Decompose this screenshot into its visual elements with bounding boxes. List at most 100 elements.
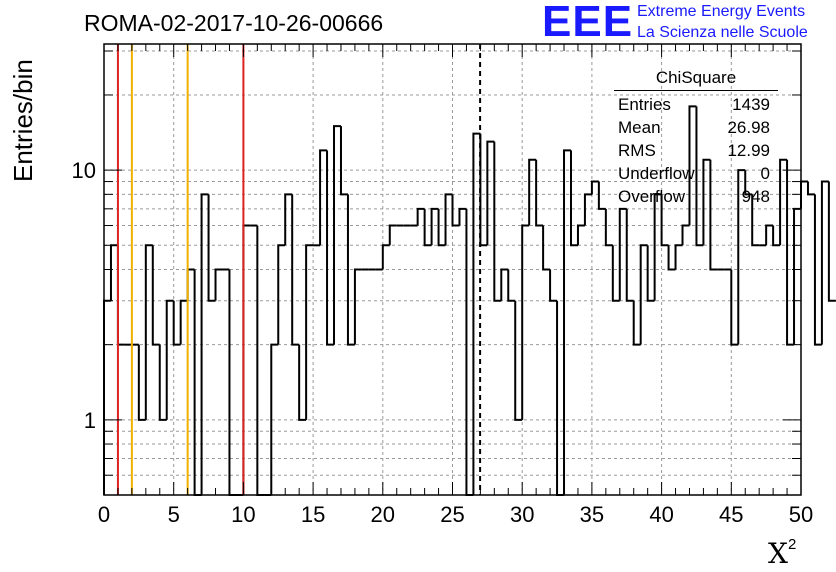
y-tick-label: 10 [72,158,96,183]
histogram-bin [590,180,599,195]
histogram-bin [688,105,697,226]
x-tick-label: 20 [371,502,395,527]
x-axis-label-superscript: 2 [787,536,797,553]
histogram-bin [228,269,237,496]
stats-value: 26.98 [727,118,770,137]
stats-label: Overflow [618,187,686,206]
histogram-bin [563,149,571,495]
x-tick-label: 40 [649,502,673,527]
histogram-bin [827,181,836,302]
histogram-bin [451,194,460,227]
histogram-bin [430,207,439,246]
histogram-bin [542,225,551,271]
y-tick-label: 1 [84,408,96,433]
marker-lines-layer [116,44,482,495]
stats-label: Entries [618,95,671,114]
histogram-bin [779,158,788,246]
histogram-bin [165,299,174,420]
histogram-bin [583,193,592,226]
chart-title: ROMA-02-2017-10-26-00666 [84,10,384,36]
stats-label: Underflow [618,164,695,183]
histogram-bin [116,245,125,346]
histogram-bin [786,159,795,346]
histogram-bin [660,194,669,247]
histogram-bin [653,193,662,301]
histogram-bin [765,224,774,246]
histogram-bin [193,269,202,496]
x-tick-label: 5 [168,502,180,527]
histogram-bin [611,245,620,302]
histogram-bin [744,170,753,196]
histogram-bin [144,244,153,420]
stats-row-entries: Entries 1439 [614,93,778,116]
histogram-bin [277,244,286,345]
histogram-bin [291,194,300,346]
histogram-bin [458,207,467,226]
logo-line-2: La Scienza nelle Scuole [637,24,808,41]
histogram-bin [702,158,711,246]
histogram-bin [604,208,613,247]
histogram-bin [674,244,683,270]
tick-label-layer: 0 5 10 15 20 25 30 35 40 45 50 1 10 [72,158,814,527]
histogram-bin [333,125,341,345]
y-axis-label: Entries/bin [8,59,38,182]
x-tick-label: 35 [580,502,604,527]
x-tick-label: 50 [789,502,813,527]
stats-value: 12.99 [727,141,770,160]
x-axis-label: X2 [768,536,796,570]
stats-row-mean: Mean 26.98 [614,116,778,139]
histogram-bin [549,269,558,302]
x-tick-label: 10 [231,502,255,527]
histogram-bin [465,208,474,496]
stats-row-overflow: Overflow 948 [614,185,778,208]
logo-line-1: Extreme Energy Events [637,3,806,20]
eee-logo: EEE [542,0,634,46]
x-tick-label: 30 [510,502,534,527]
histogram-bin [256,225,265,496]
histogram-bin [639,244,648,345]
histogram-bin [172,300,181,346]
histogram-bin [284,193,293,246]
x-tick-label: 15 [301,502,325,527]
stats-label: Mean [618,118,661,137]
stats-label: RMS [618,141,656,160]
histogram-bin [569,150,578,247]
histogram-bin [813,194,822,346]
histogram-bin [305,244,314,420]
stats-title: ChiSquare [614,68,778,91]
histogram-bin [667,245,676,271]
histogram-bin [298,344,307,421]
histogram-bin [695,106,704,247]
histogram-bin [137,344,146,421]
histogram-bin [151,245,160,346]
histogram-bin [576,224,585,246]
grid-layer [104,44,801,495]
histogram-bin [444,193,453,246]
histogram-bin [326,150,335,346]
histogram-bin [319,149,328,246]
stats-value: 1439 [732,95,770,114]
histogram-bin [493,141,502,302]
histogram-bin [793,207,801,345]
histogram-bin [472,132,481,495]
histogram-bin [632,300,641,346]
histogram-bin [103,299,111,495]
histogram-bin [681,224,690,246]
stats-row-underflow: Underflow 0 [614,162,778,185]
histogram-bin [806,181,815,196]
stats-value: 0 [760,164,770,183]
histogram-bin [820,180,829,345]
x-tick-label: 25 [440,502,464,527]
histogram-bin [618,207,627,301]
histogram-bin [486,140,495,246]
histogram-bin [207,194,216,302]
histogram-bin [751,194,760,247]
histogram-bin [535,159,544,227]
histogram-bin [437,208,446,247]
x-axis-label-base: X [768,537,788,570]
histogram-bin [709,159,718,271]
histogram-bin [186,268,195,301]
stats-value: 948 [741,187,770,206]
